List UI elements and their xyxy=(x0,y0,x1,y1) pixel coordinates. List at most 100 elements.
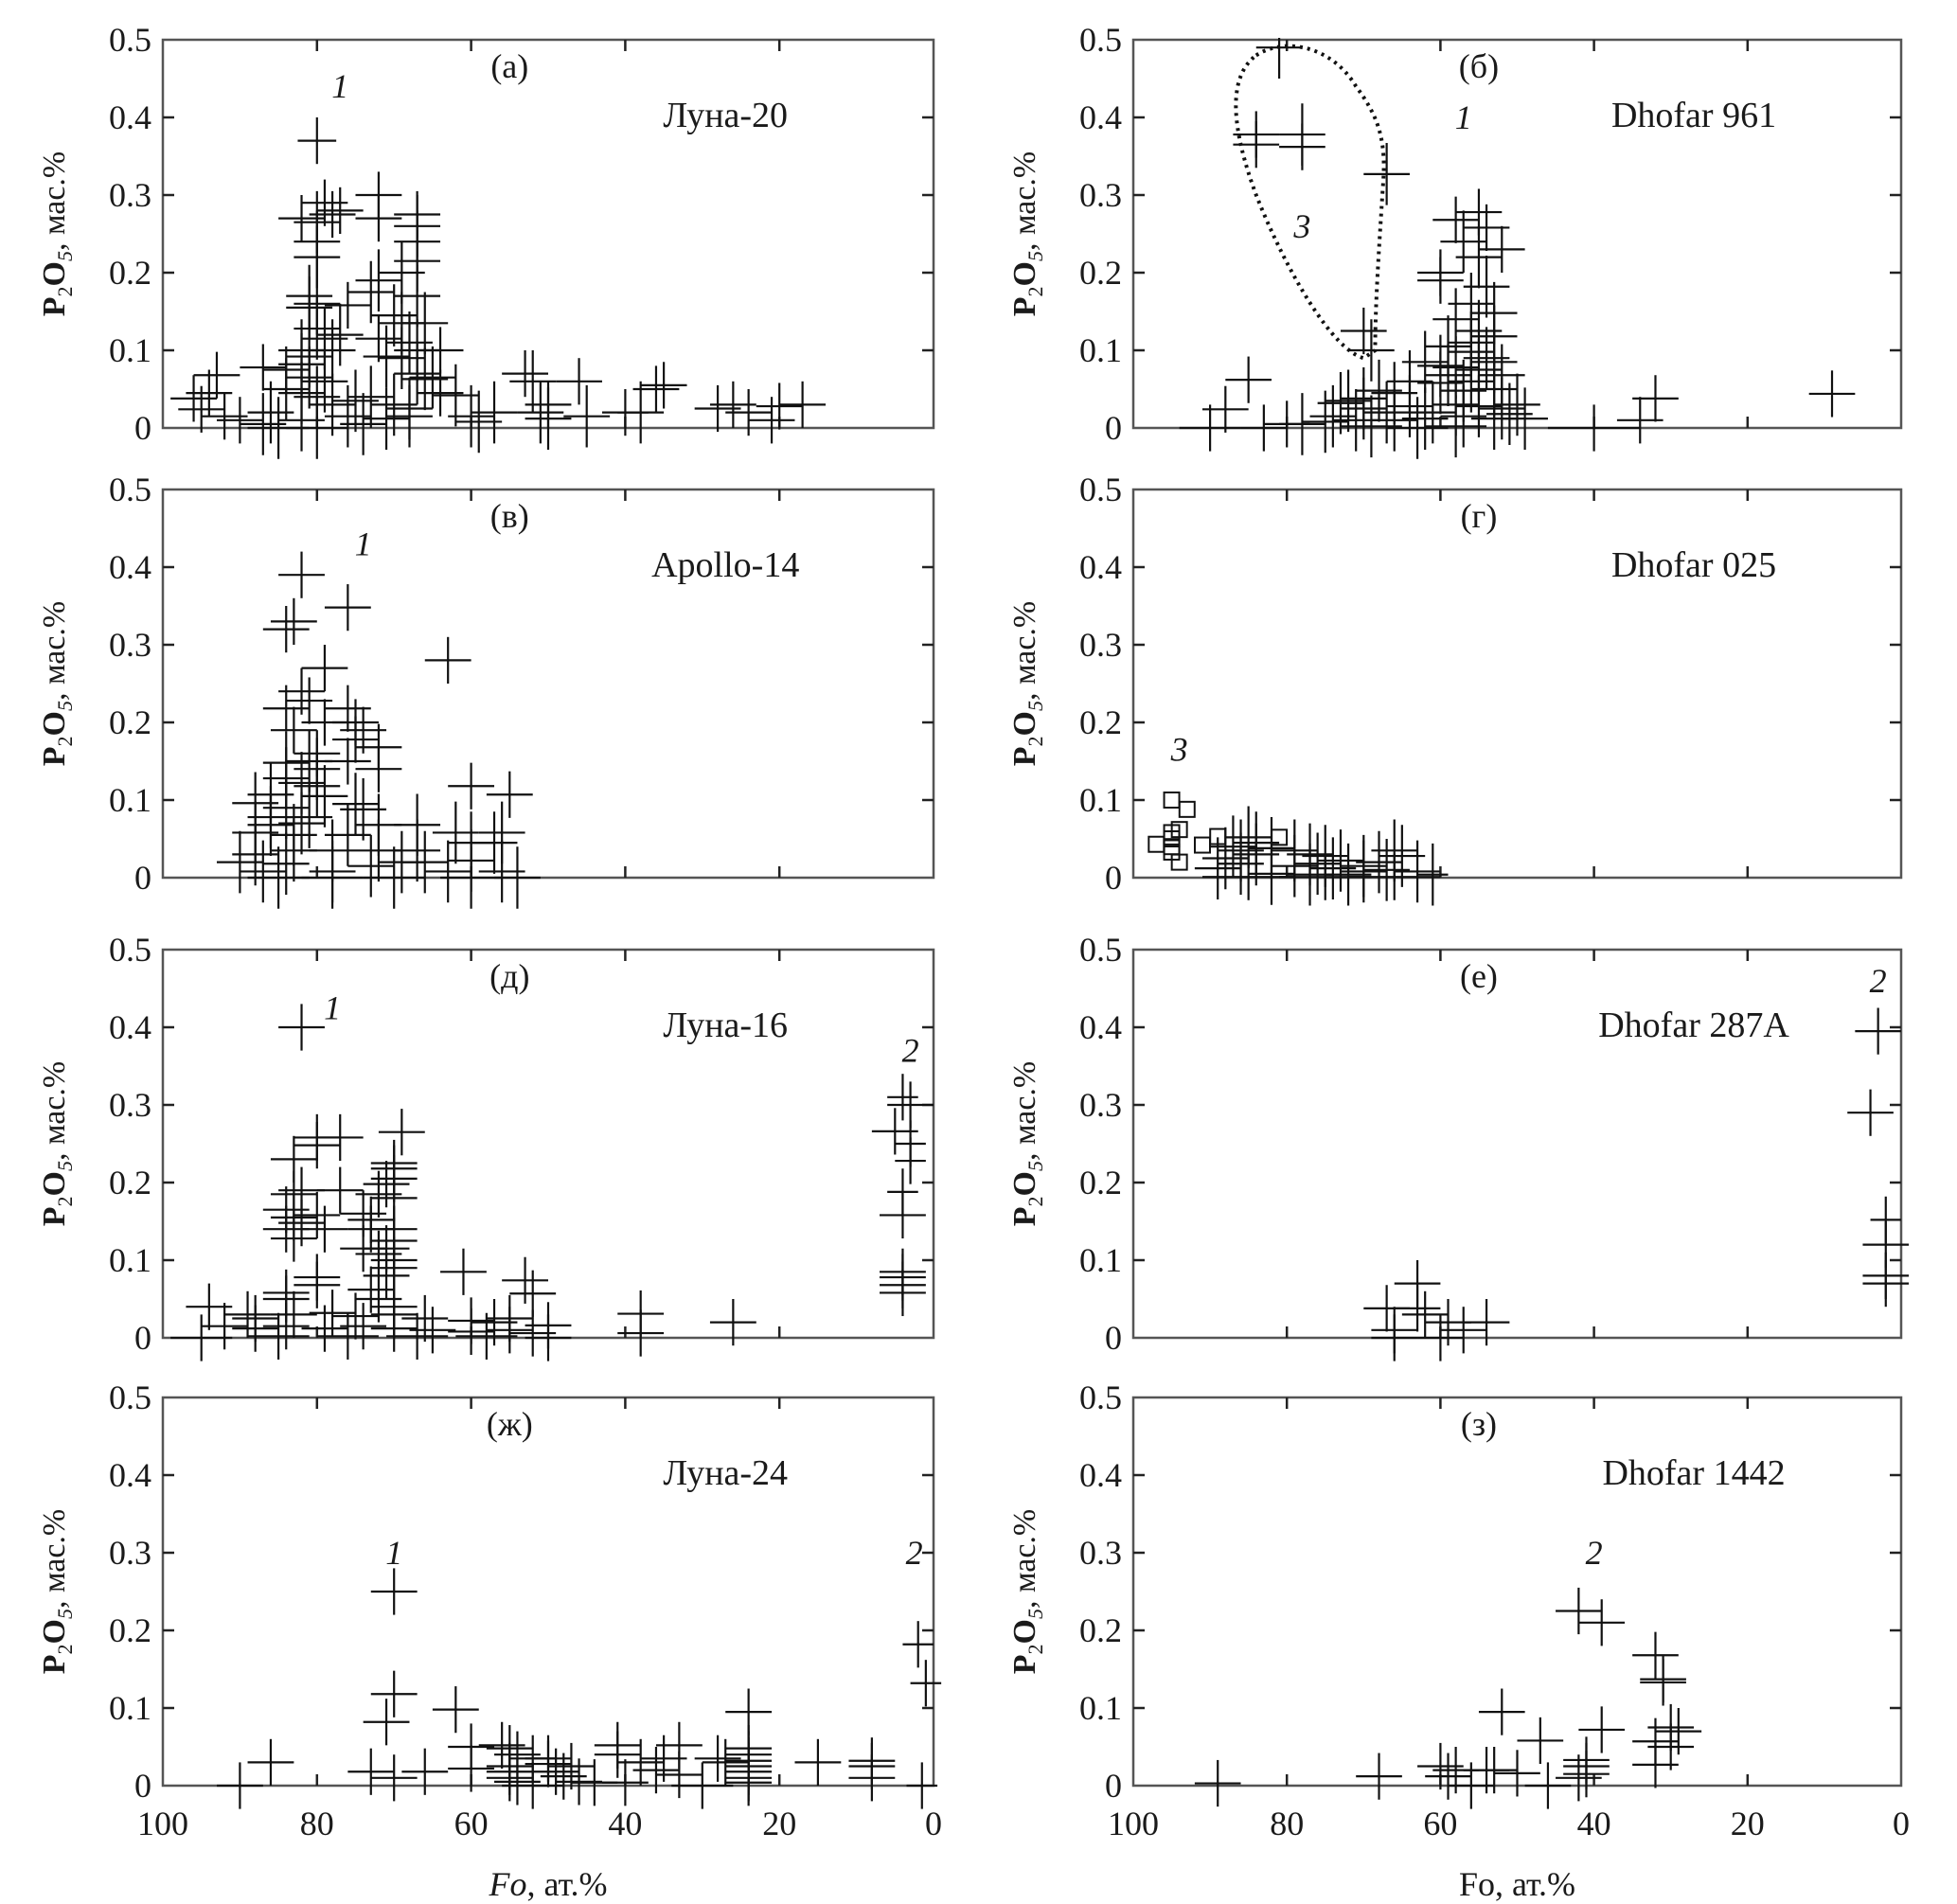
y-axis-label-part: P xyxy=(1007,746,1042,766)
data-point xyxy=(247,1738,294,1786)
sample-name: Луна-20 xyxy=(663,96,788,135)
y-axis-label-part: 5 xyxy=(53,1161,77,1171)
data-point xyxy=(324,584,371,632)
y-tick-label: 0.2 xyxy=(109,254,151,292)
y-axis-label: P2O5, мас.% xyxy=(37,151,77,317)
data-point xyxy=(1478,1688,1525,1735)
y-axis-label-part: O xyxy=(37,261,72,286)
data-point xyxy=(494,846,541,909)
y-axis-label-part: 2 xyxy=(53,286,77,296)
data-point xyxy=(563,384,611,448)
x-axis-label: Fo, ат.% xyxy=(1459,1865,1575,1903)
data-point xyxy=(262,1205,310,1253)
data-point xyxy=(1494,373,1540,436)
y-tick-label: 0 xyxy=(134,1767,151,1805)
data-point xyxy=(370,1305,418,1352)
data-point xyxy=(1524,1762,1572,1809)
data-point xyxy=(301,699,348,746)
data-point xyxy=(517,381,564,444)
data-point xyxy=(1179,404,1241,452)
data-point xyxy=(1417,1314,1464,1361)
data-point xyxy=(1463,255,1510,318)
data-point xyxy=(509,1270,557,1317)
data-point xyxy=(332,716,379,763)
y-tick-label: 0.5 xyxy=(1079,21,1122,59)
panel-letter: (е) xyxy=(1460,957,1498,995)
data-point xyxy=(1463,1299,1510,1346)
data-point xyxy=(486,1307,533,1354)
data-marks xyxy=(216,551,541,909)
data-point xyxy=(448,1745,495,1792)
data-point xyxy=(324,281,371,329)
group-label: 3 xyxy=(1292,207,1310,245)
y-axis-label-part: O xyxy=(1007,1619,1042,1644)
data-point xyxy=(594,1731,641,1778)
data-point xyxy=(386,1312,449,1360)
x-axis-label-rest: Fo, ат.% xyxy=(1459,1865,1575,1903)
data-point xyxy=(709,1299,756,1346)
panel-letter: (з) xyxy=(1461,1405,1497,1443)
y-tick-label: 0.1 xyxy=(109,331,151,369)
group-label: 2 xyxy=(906,1534,923,1572)
data-point xyxy=(1363,143,1410,205)
data-point xyxy=(1632,1631,1679,1679)
sample-name: Луна-24 xyxy=(663,1453,788,1493)
y-axis-label-part: P xyxy=(37,296,72,316)
data-marks xyxy=(1363,1007,1910,1361)
y-tick-label: 0.3 xyxy=(109,176,151,214)
group-label: 3 xyxy=(1170,731,1188,769)
y-tick-label: 0.1 xyxy=(109,1689,151,1727)
data-point xyxy=(1263,400,1310,448)
data-point xyxy=(270,597,317,645)
y-axis-label-part: , мас.% xyxy=(1007,601,1042,701)
sample-name: Dhofar 1442 xyxy=(1602,1453,1785,1493)
data-point xyxy=(1348,853,1441,900)
data-point xyxy=(1340,307,1387,355)
data-point xyxy=(409,346,456,409)
x-tick-label: 40 xyxy=(1577,1805,1611,1842)
y-axis-label-part: 2 xyxy=(53,1644,77,1654)
x-tick-label: 80 xyxy=(300,1805,334,1842)
data-point xyxy=(655,1751,703,1799)
group-label: 2 xyxy=(1870,962,1887,1000)
data-point xyxy=(725,1759,773,1806)
square-marker xyxy=(1178,800,1196,818)
data-point xyxy=(401,1748,449,1795)
y-tick-label: 0.1 xyxy=(1079,781,1122,819)
y-tick-label: 0.3 xyxy=(1079,626,1122,664)
data-point xyxy=(294,1122,341,1169)
sample-name: Dhofar 961 xyxy=(1611,96,1776,135)
data-point xyxy=(316,1312,379,1360)
panel-b: 0 0.1 0.2 0.3 0.4 0.5 P2O5, мас.% (б) Dhofar 961… xyxy=(1007,21,1903,459)
data-point xyxy=(848,1754,896,1802)
data-point xyxy=(902,1621,934,1668)
data-point xyxy=(1478,225,1525,273)
square-marker xyxy=(1209,827,1227,845)
panel-a: 0 0.1 0.2 0.3 0.4 0.5 P2O5, мас.% (а) Луна-20 1 xyxy=(37,21,935,459)
y-axis-label: P2O5, мас.% xyxy=(1007,1509,1047,1675)
data-point xyxy=(632,1747,680,1794)
data-point xyxy=(316,1113,364,1162)
y-axis-label-part: 5 xyxy=(1023,1609,1047,1619)
data-point xyxy=(440,846,503,909)
y-tick-label: 0.4 xyxy=(1079,98,1122,136)
y-tick-label: 0.2 xyxy=(109,1611,151,1649)
group-label: 1 xyxy=(385,1534,402,1572)
data-point xyxy=(247,1312,310,1360)
panel-letter: (в) xyxy=(490,497,529,535)
panel-letter: (ж) xyxy=(487,1405,533,1443)
y-axis-label-part: 2 xyxy=(53,1196,77,1206)
data-point xyxy=(216,830,263,894)
y-axis-label-part: , мас.% xyxy=(1007,1061,1042,1161)
data-point xyxy=(1556,1754,1602,1802)
y-axis-label-part: 5 xyxy=(53,251,77,261)
y-tick-label: 0.5 xyxy=(109,471,151,508)
data-point xyxy=(363,846,425,909)
y-tick-label: 0 xyxy=(134,1319,151,1357)
data-point xyxy=(216,1762,263,1809)
data-point xyxy=(294,1261,341,1308)
group-label: 2 xyxy=(1586,1534,1603,1572)
data-point xyxy=(1855,1007,1901,1055)
data-point xyxy=(262,832,310,896)
